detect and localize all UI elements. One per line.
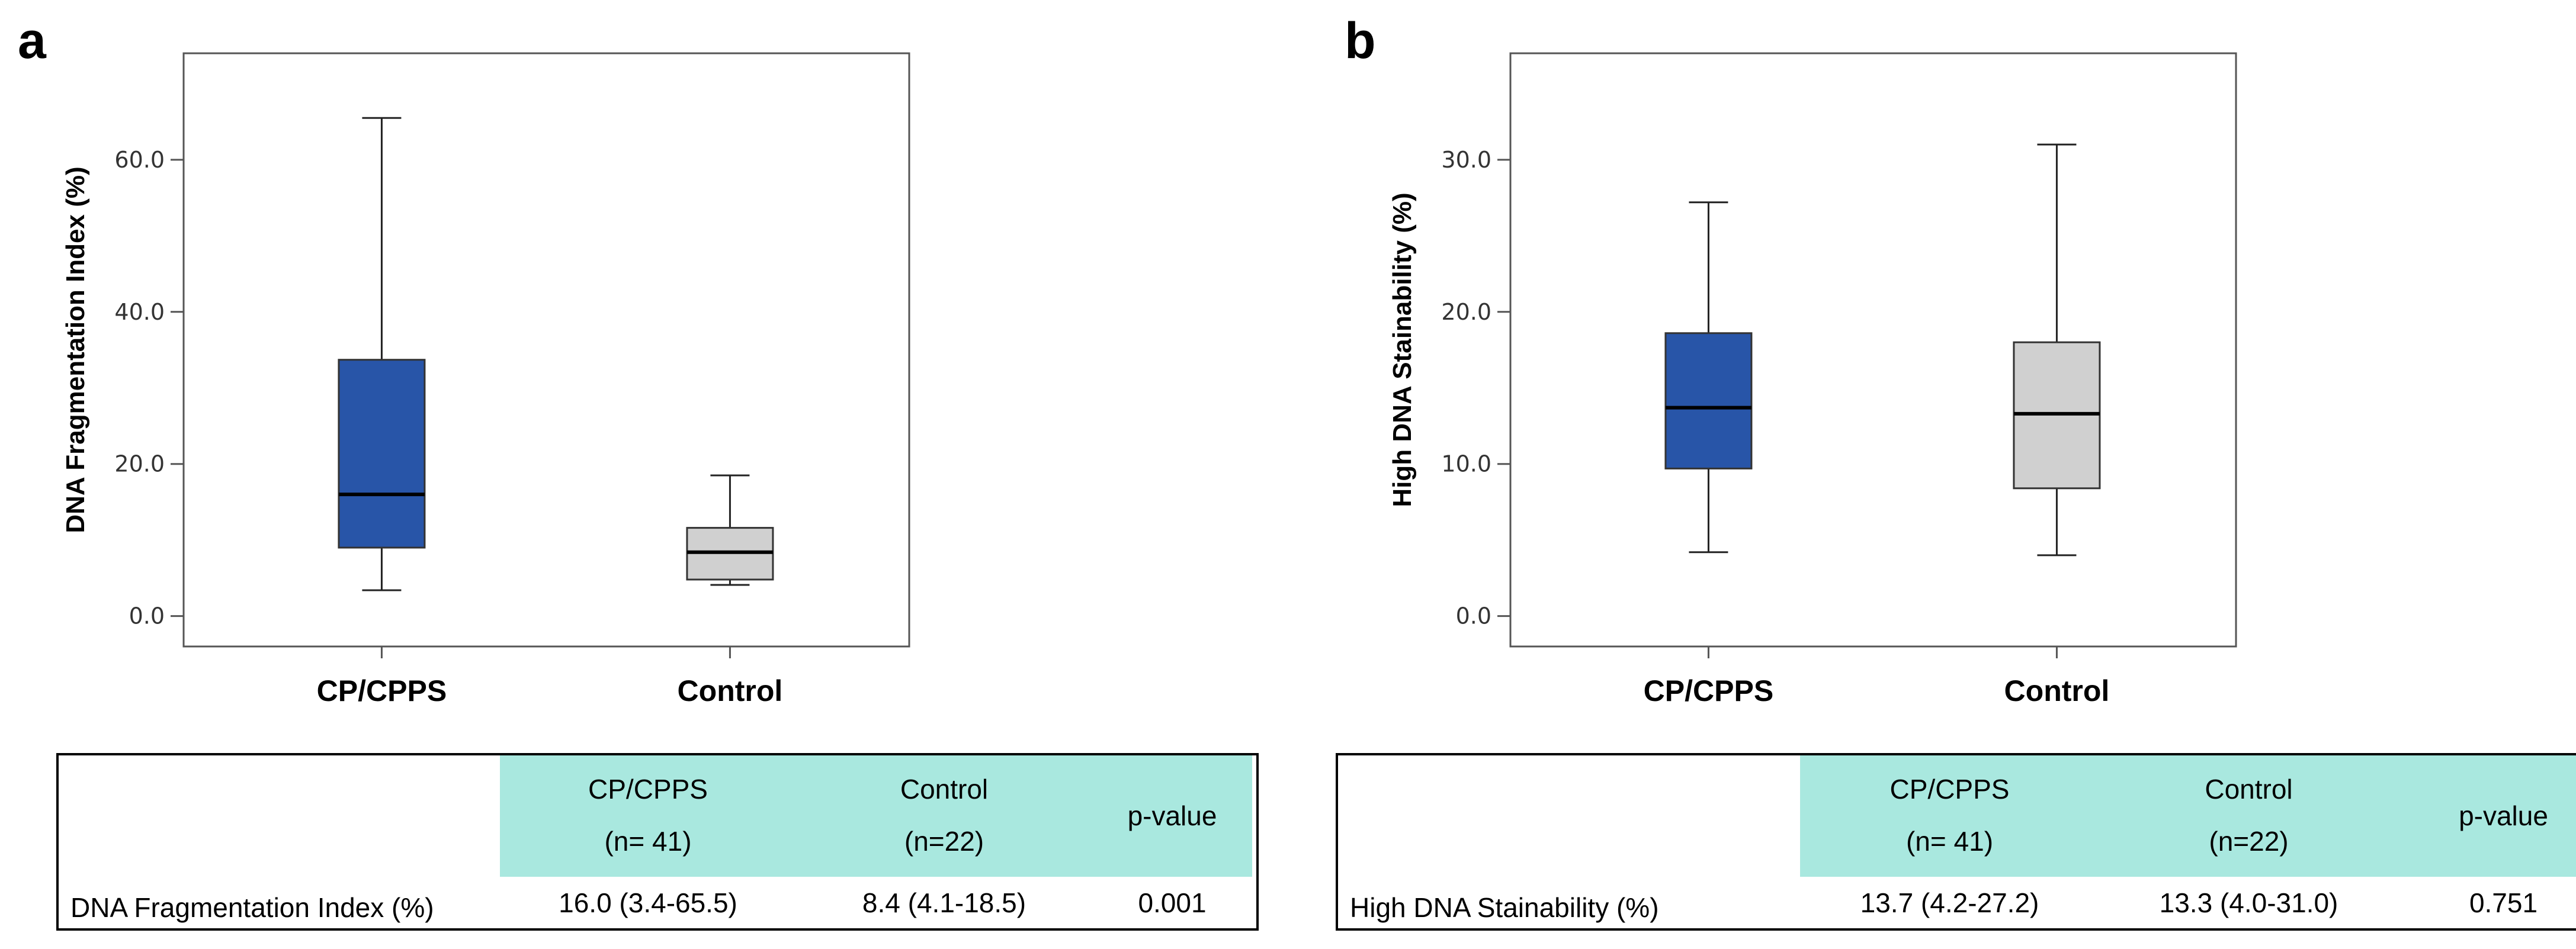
header-pvalue: p-value [1127,800,1217,831]
header-group1: CP/CPPS [1890,774,2010,805]
plot-frame [1509,52,2237,648]
panel-b: b 0.0 10.0 20.0 30.0 High DNA Stainability (… [1327,0,2576,949]
table-header-band [500,755,1252,877]
y-tick-label: 0.0 [1456,603,1491,629]
header-group2-n: (n=22) [2209,826,2289,857]
row-label: High DNA Stainability (%) [1350,892,1659,923]
y-tick-label: 20.0 [114,451,165,477]
header-group1: CP/CPPS [588,774,708,805]
y-tick-label: 30.0 [1441,147,1491,173]
panel-letter: a [18,12,46,69]
header-group1-n: (n= 41) [604,826,692,857]
table-header-band [1800,755,2576,877]
summary-table-b: CP/CPPS (n= 41) Control (n=22) p-value H… [1336,753,2576,931]
y-tick-label: 60.0 [114,147,165,173]
plot-frame [182,52,910,648]
y-axis-label: High DNA Stainability (%) [1388,192,1417,507]
cell-group1-value: 16.0 (3.4-65.5) [559,887,737,918]
cell-pvalue: 0.751 [2469,887,2538,918]
header-group1-n: (n= 41) [1905,826,1994,857]
row-label: DNA Fragmentation Index (%) [70,892,434,923]
cell-group2-value: 13.3 (4.0-31.0) [2159,887,2338,918]
cell-group2-value: 8.4 (4.1-18.5) [862,887,1026,918]
y-tick-label: 20.0 [1441,299,1491,325]
y-axis-label: DNA Fragmentation Index (%) [61,166,90,533]
x-category-label: CP/CPPS [317,674,447,707]
panel-letter: b [1345,12,1376,69]
header-pvalue: p-value [2459,800,2548,831]
header-group2-n: (n=22) [904,826,984,857]
x-category-label: CP/CPPS [1644,674,1774,707]
boxplot-chart-b: 0.0 10.0 20.0 30.0 High DNA Stainability (%)… [1388,52,2237,707]
box-cp-cpps [338,359,426,549]
x-category-label: Control [678,674,783,707]
y-tick-label: 0.0 [129,603,165,629]
boxplot-chart-a: 0.0 20.0 40.0 60.0 DNA Fragmentation Index (… [61,52,910,707]
panel-a: a 0.0 20.0 40.0 60.0 DNA Fragmentation Index… [0,0,1285,949]
cell-group1-value: 13.7 (4.2-27.2) [1860,887,2039,918]
y-tick-label: 40.0 [114,299,165,325]
box-cp-cpps [1664,332,1753,469]
summary-table-a: CP/CPPS (n= 41) Control (n=22) p-value D… [56,753,1259,931]
header-group2: Control [900,774,989,805]
x-category-label: Control [2004,674,2110,707]
y-tick-label: 10.0 [1441,451,1491,477]
cell-pvalue: 0.001 [1138,887,1207,918]
header-group2: Control [2205,774,2293,805]
